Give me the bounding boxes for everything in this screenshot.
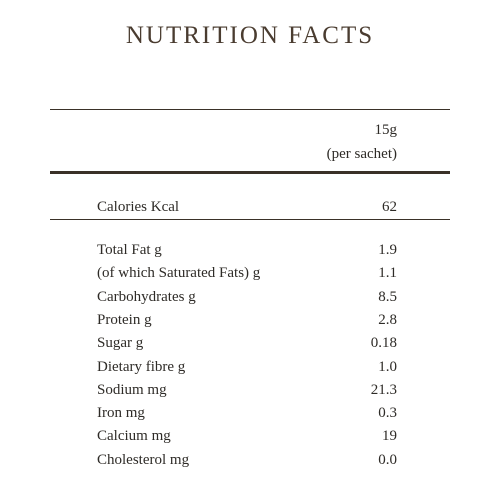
calories-label: Calories Kcal [97, 199, 180, 215]
nutrient-label: Iron mg [97, 405, 145, 422]
nutrient-label: Calcium mg [97, 428, 171, 445]
nutrient-label: Cholesterol mg [97, 451, 190, 468]
nutrient-label: Total Fat g [97, 242, 162, 258]
title: NUTRITION FACTS [125, 22, 375, 49]
rule-thick [50, 171, 450, 174]
nutrient-value: 1.1 [378, 265, 397, 282]
nutrient-value: 1.0 [378, 358, 397, 375]
nutrient-label: Dietary fibre g [97, 358, 186, 375]
nutrient-label: (of which Saturated Fats) g [97, 265, 261, 282]
serving-unit: (per sachet) [326, 146, 397, 162]
nutrient-value: 2.8 [378, 311, 397, 328]
nutrient-value: 19 [382, 428, 397, 445]
nutrient-value: 1.9 [378, 242, 397, 258]
nutrient-label: Carbohydrates g [97, 288, 196, 305]
calories-value: 62 [382, 199, 397, 215]
nutrient-label: Sugar g [97, 335, 144, 352]
nutrient-value: 0.0 [378, 451, 397, 468]
rule [50, 219, 450, 220]
nutrient-label: Protein g [97, 311, 152, 328]
serving-size: 15g [374, 122, 398, 138]
nutrient-label: Sodium mg [97, 381, 167, 398]
nutrient-value: 8.5 [378, 288, 397, 305]
nutrient-value: 21.3 [370, 381, 397, 398]
rule [50, 109, 450, 110]
nutrient-value: 0.18 [370, 335, 397, 352]
nutrient-value: 0.3 [378, 405, 397, 422]
